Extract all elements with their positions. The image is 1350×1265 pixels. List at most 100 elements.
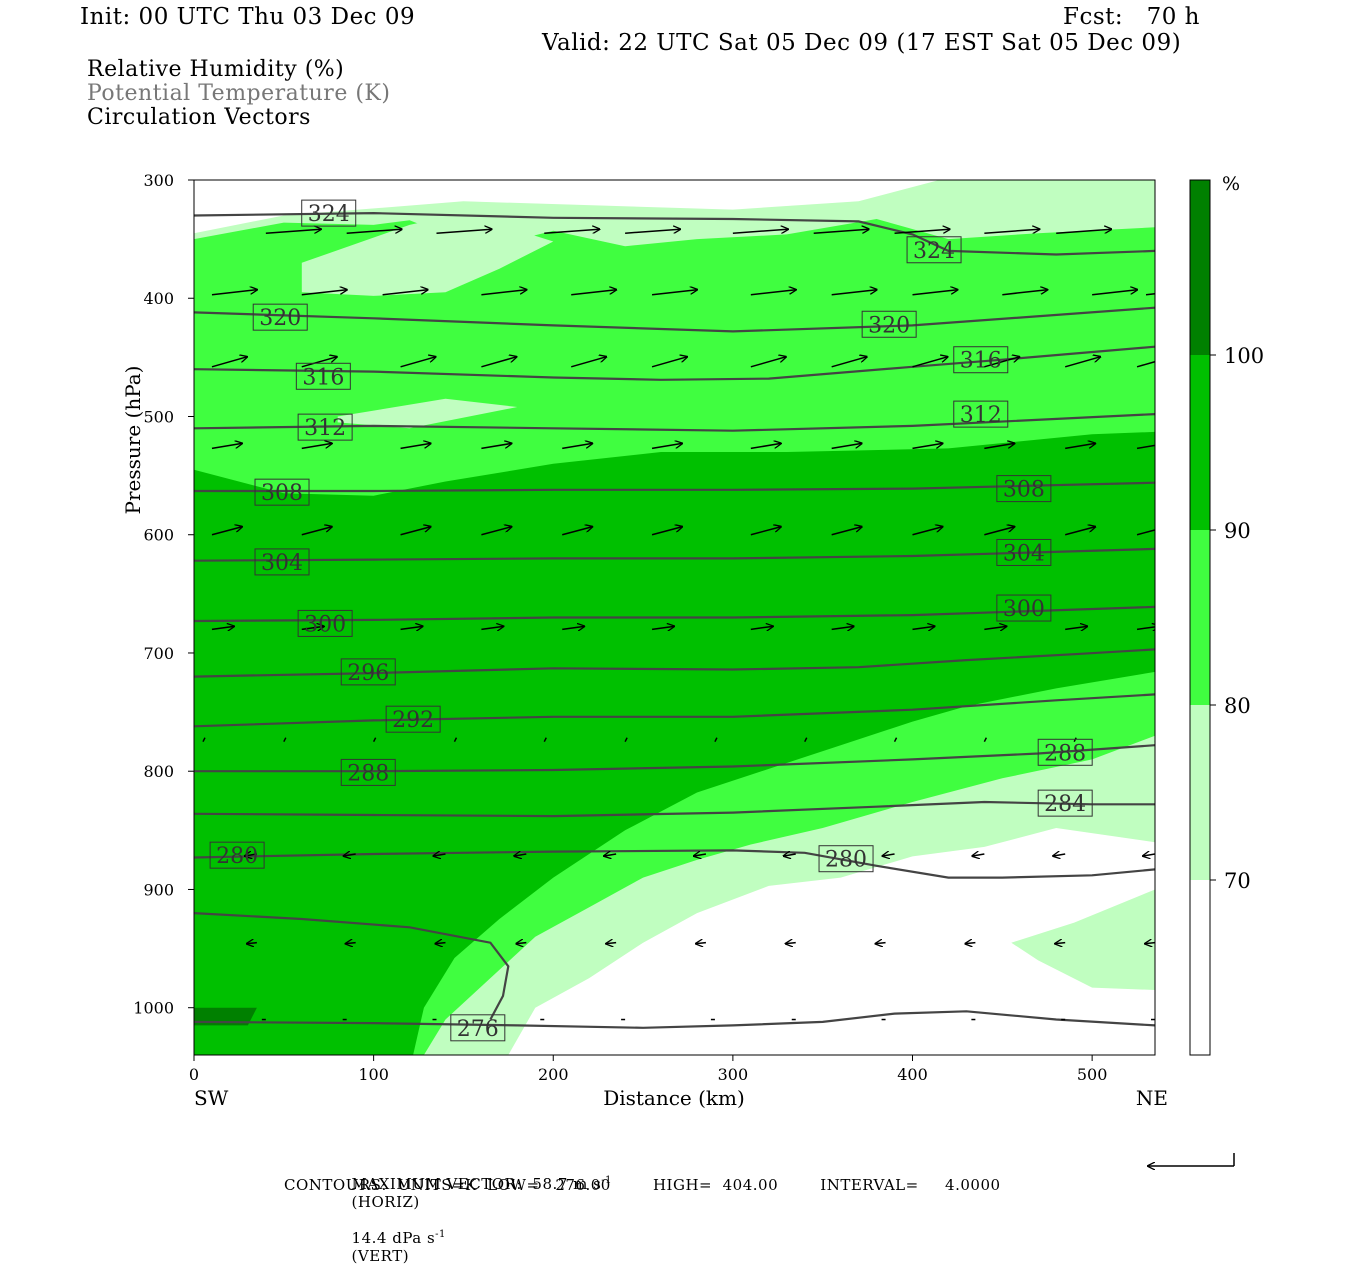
circulation-vector <box>382 290 428 296</box>
circulation-vector <box>894 229 950 234</box>
theta-label-box <box>252 303 308 331</box>
theta-contour-292 <box>194 693 1155 728</box>
theta-label-box <box>450 1014 506 1042</box>
theta-label-300: 300 <box>996 594 1052 622</box>
circulation-vector <box>831 527 862 536</box>
circulation-vector <box>372 737 377 742</box>
circulation-vector <box>571 290 616 296</box>
circulation-vector <box>1145 943 1155 944</box>
theta-label-box <box>254 478 310 506</box>
colorbar-band <box>1190 880 1210 1055</box>
theta-label-text: 316 <box>302 365 344 390</box>
y-tick-label: 900 <box>143 880 174 899</box>
x-tick-label: 200 <box>538 1065 569 1084</box>
reference-vector <box>1148 1153 1235 1166</box>
circulation-vector <box>624 737 628 742</box>
circulation-vector <box>984 357 1019 368</box>
theta-label-text: 304 <box>1003 541 1045 566</box>
theta-label-304: 304 <box>254 548 310 576</box>
colorbar-band <box>1190 355 1210 530</box>
rh-patch-70-0 <box>301 213 554 296</box>
circulation-vector <box>247 943 257 944</box>
circulation-vector <box>1065 626 1087 629</box>
circulation-vector <box>400 443 431 450</box>
init-time: Init: 00 UTC Thu 03 Dec 09 <box>80 4 416 30</box>
theta-label-316: 316 <box>953 346 1009 374</box>
theta-label-box <box>996 475 1052 503</box>
theta-label-text: 288 <box>1044 741 1086 766</box>
circulation-vector <box>912 626 935 629</box>
circulation-vector <box>1053 854 1066 856</box>
circulation-vector <box>1145 292 1155 296</box>
circulation-vector <box>831 290 877 296</box>
circulation-vector <box>831 626 854 629</box>
circulation-vector <box>984 527 1014 536</box>
circulation-vector <box>893 737 898 742</box>
circulation-vector <box>481 626 503 629</box>
forecast-hour: Fcst: 70 h <box>1063 4 1200 30</box>
circulation-vector <box>436 229 491 234</box>
theta-label-box <box>385 705 441 733</box>
theta-label-320: 320 <box>252 303 308 331</box>
theta-label-308: 308 <box>996 475 1052 503</box>
circulation-vector <box>883 854 895 856</box>
theta-label-324: 324 <box>301 199 357 227</box>
theta-contour-284 <box>194 800 1155 818</box>
circulation-vector <box>344 854 356 856</box>
theta-label-280: 280 <box>818 845 874 873</box>
circulation-vector <box>346 229 402 234</box>
theta-label-276: 276 <box>450 1014 506 1042</box>
circulation-vector <box>972 854 985 856</box>
theta-label-text: 280 <box>825 848 867 873</box>
theta-label-box <box>301 199 357 227</box>
theta-label-288: 288 <box>340 758 396 786</box>
circulation-vector <box>831 443 862 450</box>
theta-label-text: 308 <box>1003 478 1045 503</box>
y-tick-label: 300 <box>143 171 174 190</box>
rh-patch-70-2 <box>1011 889 1155 990</box>
legend-vectors: Circulation Vectors <box>87 105 311 130</box>
circulation-vector <box>912 527 943 536</box>
circulation-vector <box>301 357 337 368</box>
theta-label-box <box>209 841 265 869</box>
theta-label-box <box>340 658 396 686</box>
circulation-vector <box>562 443 592 450</box>
theta-label-box <box>996 538 1052 566</box>
theta-label-box <box>906 236 962 264</box>
theta-label-text: 296 <box>347 661 389 686</box>
contour-label-layer: 324 324 320 320 316 316 312 312 308 308 304 304 300 3… <box>209 199 1093 1042</box>
theta-label-text: 324 <box>913 239 955 264</box>
circulation-vector <box>481 443 511 450</box>
valid-time: Valid: 22 UTC Sat 05 Dec 09 (17 EST Sat … <box>542 30 1182 56</box>
theta-label-box <box>254 548 310 576</box>
theta-label-324: 324 <box>906 236 962 264</box>
y-tick-label: 400 <box>143 289 174 308</box>
circulation-vector <box>831 357 867 368</box>
theta-label-320: 320 <box>861 310 917 338</box>
theta-label-312: 312 <box>953 400 1009 428</box>
circulation-vector <box>1136 444 1155 450</box>
circulation-vector <box>732 229 788 234</box>
circulation-vector <box>1143 854 1155 856</box>
circulation-vector <box>1064 357 1100 368</box>
theta-label-text: 308 <box>261 481 303 506</box>
theta-label-292: 292 <box>385 705 441 733</box>
theta-label-300: 300 <box>297 609 353 637</box>
x-tick-label: 300 <box>718 1065 749 1084</box>
colorbar-label: 80 <box>1224 694 1251 718</box>
theta-label-box <box>996 594 1052 622</box>
x-tick-label: 400 <box>897 1065 928 1084</box>
theta-label-text: 276 <box>457 1017 499 1042</box>
circulation-vector <box>1092 290 1137 296</box>
circulation-vector <box>301 527 332 536</box>
circulation-vector <box>433 854 446 856</box>
axes-layer: 300 400 500 600 700 800 900 1000 0 100 200 300 400 50… <box>133 171 1107 1084</box>
footer-max-vector: MAXIMUM VECTOR: 58.7 m s-1 (HORIZ) 14.4 … <box>351 1175 613 1265</box>
circulation-vector <box>301 626 324 629</box>
circulation-vector <box>984 229 1039 234</box>
x-tick-label: 0 <box>189 1065 199 1084</box>
circulation-vector <box>301 443 332 450</box>
circulation-vector <box>1002 290 1047 296</box>
theta-label-box <box>818 845 874 873</box>
